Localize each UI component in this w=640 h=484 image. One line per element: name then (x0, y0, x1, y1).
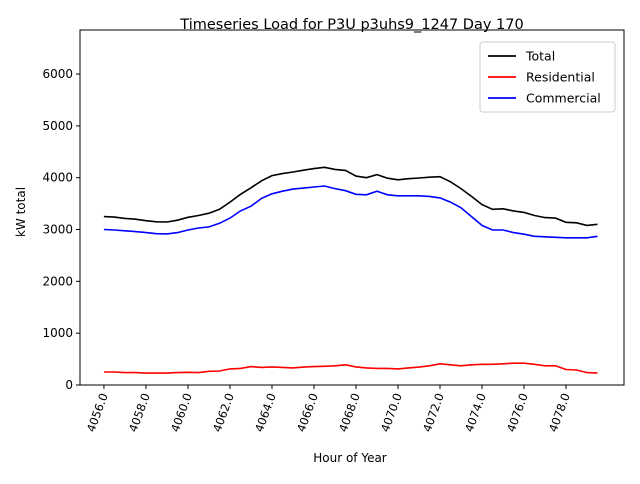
plot-area (103, 166, 598, 374)
y-axis-ticks: 0 1000 2000 3000 4000 5000 6000 (42, 67, 80, 392)
x-tick-label: 4062.0 (210, 391, 237, 434)
x-tick-label: 4076.0 (504, 391, 531, 434)
chart-title: Timeseries Load for P3U p3uhs9_1247 Day … (179, 17, 523, 33)
x-axis-label: Hour of Year (313, 451, 387, 465)
x-tick-label: 4060.0 (168, 391, 195, 434)
legend-label-total: Total (525, 49, 555, 64)
series-line-commercial (103, 185, 598, 239)
y-tick-label: 1000 (42, 326, 73, 340)
axes-frame (79, 29, 625, 386)
legend-box (479, 41, 616, 113)
x-tick-label: 4058.0 (126, 391, 153, 434)
x-tick-label: 4072.0 (420, 391, 447, 434)
legend: Total Residential Commercial (479, 41, 616, 113)
x-tick-label: 4074.0 (462, 391, 489, 434)
y-tick-label: 2000 (42, 274, 73, 288)
y-tick-label: 4000 (42, 171, 73, 185)
x-tick-label: 4078.0 (546, 391, 573, 434)
x-axis-ticks: 4056.0 4058.0 4060.0 4062.0 4064.0 4066.0 4068… (84, 385, 573, 434)
y-tick-label: 5000 (42, 119, 73, 133)
y-tick-label: 3000 (42, 223, 73, 237)
y-axis-label: kW total (14, 187, 28, 237)
series-line-residential (103, 362, 598, 374)
x-tick-label: 4068.0 (336, 391, 363, 434)
x-tick-label: 4066.0 (294, 391, 321, 434)
series-line-total (103, 166, 598, 227)
legend-label-commercial: Commercial (526, 91, 601, 106)
y-tick-label: 0 (65, 378, 73, 392)
y-tick-label: 6000 (42, 67, 73, 81)
x-tick-label: 4064.0 (252, 391, 279, 434)
legend-label-residential: Residential (526, 70, 595, 85)
x-tick-label: 4056.0 (84, 391, 111, 434)
x-tick-label: 4070.0 (378, 391, 405, 434)
